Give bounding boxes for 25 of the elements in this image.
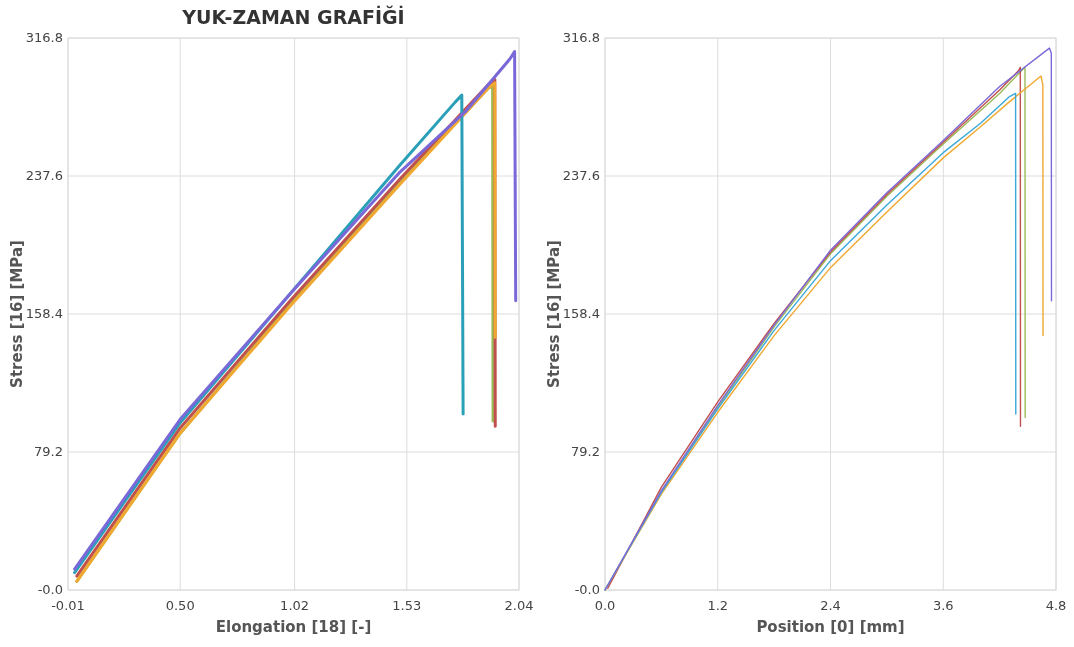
x-axis-title: Position [0] [mm] xyxy=(756,618,905,636)
x-tick-label: 2.4 xyxy=(820,598,841,613)
y-tick-label: 158.4 xyxy=(562,306,600,321)
x-tick-label: 0.0 xyxy=(594,598,616,613)
x-tick-label: 1.2 xyxy=(707,598,729,613)
x-tick-label: -0.01 xyxy=(51,598,85,613)
y-tick-label: 237.6 xyxy=(25,168,63,183)
y-tick-label: 158.4 xyxy=(25,306,63,321)
x-tick-label: 0.50 xyxy=(165,598,195,613)
x-tick-label: 1.02 xyxy=(280,598,310,613)
x-tick-label: 3.6 xyxy=(932,598,954,613)
y-tick-label: -0.0 xyxy=(37,582,63,597)
y-axis-title: Stress [16] [MPa] xyxy=(545,240,563,388)
chart-title: YUK-ZAMAN GRAFİĞİ xyxy=(181,5,405,28)
x-tick-label: 4.8 xyxy=(1045,598,1067,613)
y-tick-label: 237.6 xyxy=(562,168,600,183)
x-tick-label: 2.04 xyxy=(504,598,534,613)
y-tick-label: 316.8 xyxy=(25,30,63,45)
y-tick-label: 79.2 xyxy=(571,444,600,459)
x-tick-label: 1.53 xyxy=(392,598,422,613)
y-axis-title: Stress [16] [MPa] xyxy=(8,240,26,388)
x-axis-title: Elongation [18] [-] xyxy=(215,618,372,636)
y-tick-label: 316.8 xyxy=(562,30,600,45)
y-tick-label: 79.2 xyxy=(34,444,63,459)
y-tick-label: -0.0 xyxy=(574,582,600,597)
